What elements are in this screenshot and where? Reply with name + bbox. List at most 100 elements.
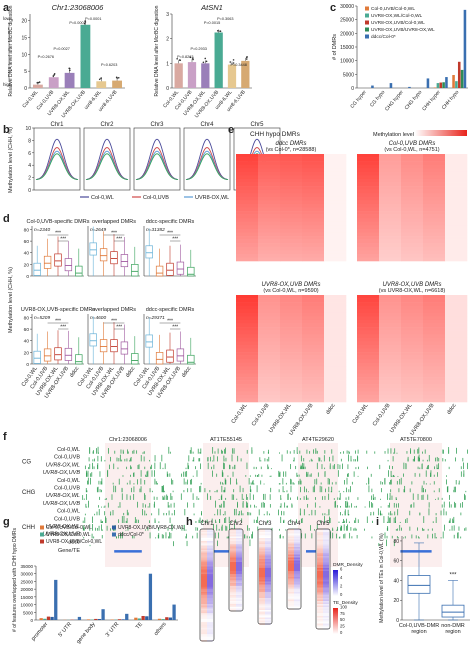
heatmap-cell <box>357 193 379 197</box>
methylation-bar <box>138 465 139 469</box>
subplot-title: ddcc-specific DMRs <box>146 307 195 313</box>
heatmap-cell <box>302 200 324 204</box>
tick-label: 1 <box>166 61 169 67</box>
methylation-bar <box>83 521 84 523</box>
methylation-bar <box>265 494 266 500</box>
heatmap-cell <box>280 193 302 197</box>
methylation-bar <box>365 506 366 507</box>
methylation-bar <box>370 514 371 515</box>
heatmap-cell <box>445 316 467 320</box>
heatmap-cell <box>379 295 401 299</box>
heatmap-cell <box>280 338 302 342</box>
te-density-cell <box>259 576 265 578</box>
methylation-bar <box>325 471 326 477</box>
methylation-bar <box>234 509 235 515</box>
methylation-bar <box>166 513 167 515</box>
methylation-bar <box>347 450 348 453</box>
dmr-density-cell <box>323 601 329 603</box>
dmr-density-cell <box>207 553 213 555</box>
methylation-bar <box>113 464 114 470</box>
x-tick-label: CHH hyper <box>421 89 442 112</box>
methylation-bar <box>443 532 444 539</box>
methylation-bar <box>454 502 455 508</box>
methylation-bar <box>435 499 436 500</box>
te-density-cell <box>259 600 265 602</box>
dmr-density-cell <box>265 529 271 531</box>
chromosome-label: Chr3 <box>150 122 164 128</box>
methylation-bar <box>449 520 450 523</box>
dmr-density-cell <box>294 558 300 560</box>
methylation-bar <box>134 472 135 476</box>
te-density-cell <box>259 559 265 561</box>
heatmap-cell <box>324 229 346 233</box>
methylation-bar <box>160 462 161 469</box>
te-density-cell <box>259 553 265 555</box>
methylation-bar <box>358 467 359 469</box>
heatmap-cell <box>324 168 346 172</box>
methylation-bar <box>325 496 326 500</box>
heatmap-cell <box>379 250 401 254</box>
dmr-density-cell <box>207 592 213 594</box>
te-density-cell <box>317 600 323 602</box>
dmr-density-cell <box>265 618 271 620</box>
heatmap-cell <box>258 313 280 317</box>
dmr-density-cell <box>323 547 329 549</box>
dmr-density-cell <box>265 540 271 542</box>
methylation-bar <box>224 518 225 523</box>
heatmap-cell <box>445 331 467 335</box>
methylation-bar <box>270 488 271 492</box>
heatmap-cell <box>302 395 324 399</box>
dmr-density-cell <box>207 529 213 531</box>
dmr-density-cell <box>323 571 329 573</box>
heatmap-cell <box>258 229 280 233</box>
dmr-density-cell <box>265 577 271 579</box>
p-value: P=0.0001 <box>85 17 101 21</box>
te-density-cell <box>317 577 323 579</box>
heatmap-cell <box>280 154 302 158</box>
methylation-bar <box>154 470 155 477</box>
te-density-cell <box>317 562 323 564</box>
heatmap-cell <box>324 236 346 240</box>
methylation-bar <box>346 497 347 499</box>
heatmap-cell <box>423 232 445 236</box>
heatmap-cell <box>379 232 401 236</box>
heatmap-cell <box>379 247 401 251</box>
dmr-density-cell <box>323 529 329 531</box>
te-density-cell <box>259 621 265 623</box>
te-density-cell <box>317 576 323 578</box>
tick-label: 35000 <box>20 564 33 569</box>
te-density-cell <box>288 538 294 540</box>
box <box>177 349 184 361</box>
methylation-bar <box>443 450 444 454</box>
dmr-density-cell <box>265 549 271 551</box>
heatmap-cell <box>401 215 423 219</box>
methylation-bar <box>280 472 281 477</box>
te-density-cell <box>317 616 323 618</box>
heatmap-cell <box>423 186 445 190</box>
dmr-density-cell <box>265 543 271 545</box>
heatmap-cell <box>302 236 324 240</box>
heatmap-cell <box>357 341 379 345</box>
dmr-density-cell <box>236 576 242 578</box>
dmr-density-cell <box>236 595 242 597</box>
methylation-bar <box>443 508 444 515</box>
methylation-bar <box>250 539 251 546</box>
te-density-cell <box>288 565 294 567</box>
methylation-bar <box>149 503 150 508</box>
dmr-density-cell <box>265 586 271 588</box>
methylation-bar <box>410 448 411 453</box>
legend-label: DMR_Density <box>333 562 363 568</box>
heatmap-cell <box>379 313 401 317</box>
methylation-bar <box>467 450 468 454</box>
te-density-cell <box>259 624 265 626</box>
methylation-bar <box>358 497 359 500</box>
dmr-density-cell <box>323 591 329 593</box>
tick-label: 60 <box>393 559 399 565</box>
data-point <box>204 58 206 60</box>
heatmap-cell <box>379 324 401 328</box>
heatmap-cell <box>401 331 423 335</box>
heatmap-cell <box>379 200 401 204</box>
methylation-bar <box>392 513 393 515</box>
methylation-bar <box>380 499 381 500</box>
heatmap-cell <box>401 197 423 201</box>
